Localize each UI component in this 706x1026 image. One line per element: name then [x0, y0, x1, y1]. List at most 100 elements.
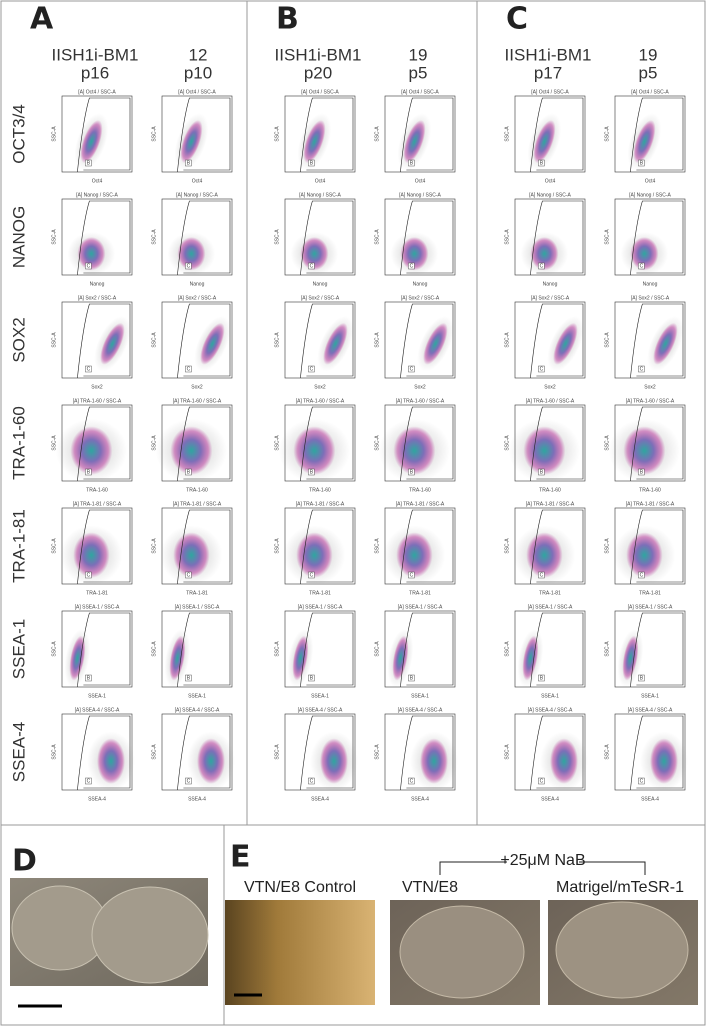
y-axis-label: SSC-A: [151, 538, 157, 554]
y-axis-label: SSC-A: [504, 229, 510, 245]
y-axis-label: SSC-A: [151, 332, 157, 348]
scatter-cloud: [320, 738, 348, 784]
plot-title: [A] SSEA-1 / SSC-A: [528, 604, 573, 610]
gate-label: B: [310, 469, 314, 475]
x-axis-label: TRA-1-81: [186, 590, 208, 596]
row-label: SOX2: [9, 317, 28, 362]
plot-title: [A] Oct4 / SSC-A: [531, 89, 569, 95]
y-axis-label: SSC-A: [604, 435, 610, 451]
row-label: SSEA-4: [9, 722, 28, 782]
bracket-gap: [507, 852, 579, 870]
gate-label: C: [87, 572, 91, 578]
plot-title: [A] TRA-1-81 / SSC-A: [73, 501, 122, 507]
x-axis-label: SSEA-1: [411, 693, 429, 699]
gate-label: C: [640, 572, 644, 578]
scatter-cloud: [623, 426, 666, 475]
plot-title: [A] TRA-1-81 / SSC-A: [396, 501, 445, 507]
x-axis-label: SSEA-1: [188, 693, 206, 699]
y-axis-label: SSC-A: [51, 332, 57, 348]
plot-title: [A] Oct4 / SSC-A: [78, 89, 116, 95]
gate-label: C: [87, 366, 91, 372]
y-axis-label: SSC-A: [151, 435, 157, 451]
gate-label: C: [87, 263, 91, 269]
gate-tag: [538, 777, 545, 785]
scatter-cloud: [77, 237, 106, 271]
y-axis-label: SSC-A: [51, 538, 57, 554]
scatter-cloud: [393, 426, 436, 475]
plot-title: [A] TRA-1-60 / SSC-A: [173, 398, 222, 404]
y-axis-label: SSC-A: [504, 332, 510, 348]
plot-title: [A] Nanog / SSC-A: [529, 192, 571, 198]
column-header: p17: [534, 63, 562, 82]
plot-title: [A] SSEA-1 / SSC-A: [75, 604, 120, 610]
plot-title: [A] SSEA-4 / SSC-A: [628, 707, 673, 713]
gate-label: C: [310, 263, 314, 269]
y-axis-label: SSC-A: [274, 229, 280, 245]
scatter-cloud: [293, 426, 336, 475]
scatter-cloud: [292, 635, 309, 681]
gate-label: C: [187, 366, 191, 372]
panel-label: B: [276, 2, 299, 37]
x-axis-label: TRA-1-60: [309, 487, 331, 493]
gate-tag: [308, 777, 315, 785]
scatter-cloud: [420, 738, 448, 784]
scatter-cloud: [70, 426, 113, 475]
condition-label: Matrigel/mTeSR-1: [556, 879, 684, 896]
gate-label: C: [410, 263, 414, 269]
x-axis-label: TRA-1-81: [86, 590, 108, 596]
scatter-cloud: [323, 322, 348, 365]
y-axis-label: SSC-A: [274, 744, 280, 760]
gate-label: C: [410, 366, 414, 372]
gate-label: C: [410, 778, 414, 784]
column-header: IISH1i-BM1: [52, 45, 139, 64]
gate-label: C: [410, 572, 414, 578]
y-axis-label: SSC-A: [374, 229, 380, 245]
gate-tag: [638, 365, 645, 373]
gate-label: B: [87, 160, 91, 166]
scatter-cloud: [69, 635, 86, 681]
gate-label: C: [540, 366, 544, 372]
column-header: p5: [409, 63, 428, 82]
gate: [300, 303, 354, 379]
plot-title: [A] Oct4 / SSC-A: [301, 89, 339, 95]
plot-title: [A] Oct4 / SSC-A: [631, 89, 669, 95]
plot-title: [A] Nanog / SSC-A: [629, 192, 671, 198]
scatter-cloud: [392, 635, 409, 681]
gate: [300, 509, 354, 585]
gate: [77, 612, 131, 688]
gate: [77, 715, 131, 791]
column-header: IISH1i-BM1: [505, 45, 592, 64]
y-axis-label: SSC-A: [604, 744, 610, 760]
y-axis-label: SSC-A: [374, 744, 380, 760]
gate: [400, 200, 454, 276]
x-axis-label: TRA-1-81: [309, 590, 331, 596]
plot-title: [A] SSEA-1 / SSC-A: [628, 604, 673, 610]
row-label: OCT3/4: [9, 104, 28, 164]
gate-label: B: [87, 469, 91, 475]
gate-tag: [408, 571, 415, 579]
scatter-cloud: [200, 322, 225, 365]
y-axis-label: SSC-A: [51, 744, 57, 760]
gate: [300, 406, 354, 482]
panel-label: A: [30, 2, 54, 37]
gate: [400, 406, 454, 482]
x-axis-label: Oct4: [645, 178, 656, 184]
scatter-cloud: [400, 237, 429, 271]
gate-tag: [85, 365, 92, 373]
scatter-cloud: [177, 237, 206, 271]
gate: [630, 97, 684, 173]
scatter-cloud: [97, 738, 125, 784]
x-axis-label: Oct4: [192, 178, 203, 184]
x-axis-label: Nanog: [90, 281, 105, 287]
plot-title: [A] TRA-1-81 / SSC-A: [296, 501, 345, 507]
gate-tag: [538, 365, 545, 373]
gate-label: C: [310, 366, 314, 372]
plot-title: [A] SSEA-4 / SSC-A: [175, 707, 220, 713]
gate-tag: [308, 674, 315, 682]
gate: [530, 200, 584, 276]
y-axis-label: SSC-A: [374, 332, 380, 348]
gate: [77, 406, 131, 482]
treatment-label: +25μM NaB: [500, 852, 585, 869]
gate-tag: [185, 571, 192, 579]
